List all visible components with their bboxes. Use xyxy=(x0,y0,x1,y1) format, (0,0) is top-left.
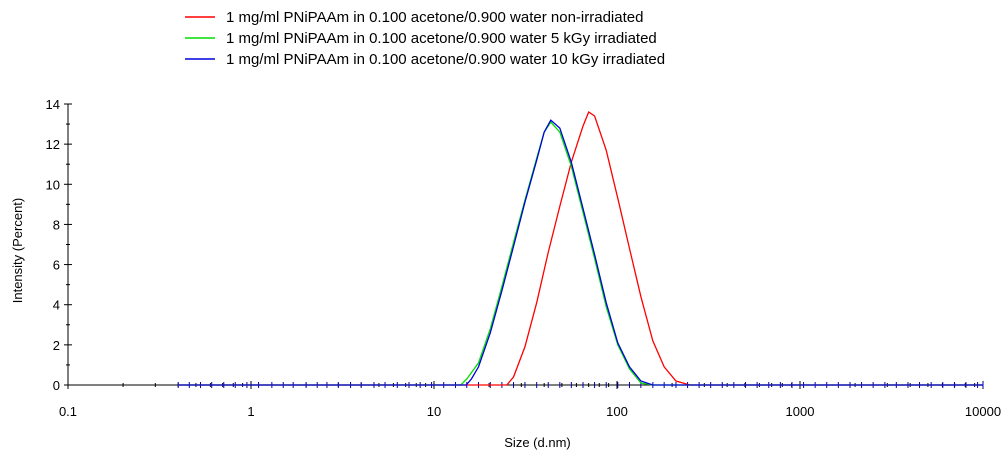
y-tick-label: 8 xyxy=(53,217,60,232)
series-line-2 xyxy=(178,121,983,386)
y-tick-label: 10 xyxy=(46,177,60,192)
series-line-1 xyxy=(178,111,983,386)
x-tick-label: 10000 xyxy=(965,404,1001,419)
x-tick-label: 0.1 xyxy=(59,404,77,419)
x-tick-label: 10 xyxy=(427,404,441,419)
x-tick-label: 100 xyxy=(606,404,628,419)
x-tick-label: 1000 xyxy=(786,404,815,419)
y-tick-label: 6 xyxy=(53,258,60,273)
y-tick-label: 0 xyxy=(53,378,60,393)
y-tick-label: 4 xyxy=(53,298,60,313)
y-tick-label: 2 xyxy=(53,338,60,353)
x-axis-title: Size (d.nm) xyxy=(504,435,570,450)
y-tick-label: 14 xyxy=(46,97,60,112)
legend-label-3: 1 mg/ml PNiPAAm in 0.100 acetone/0.900 w… xyxy=(226,51,665,68)
x-tick-label: 1 xyxy=(247,404,254,419)
y-tick-label: 12 xyxy=(46,137,60,152)
series-line-3 xyxy=(178,119,983,386)
legend-label-2: 1 mg/ml PNiPAAm in 0.100 acetone/0.900 w… xyxy=(226,30,657,47)
y-axis-title: Intensity (Percent) xyxy=(10,198,25,304)
legend-label-1: 1 mg/ml PNiPAAm in 0.100 acetone/0.900 w… xyxy=(226,9,643,26)
